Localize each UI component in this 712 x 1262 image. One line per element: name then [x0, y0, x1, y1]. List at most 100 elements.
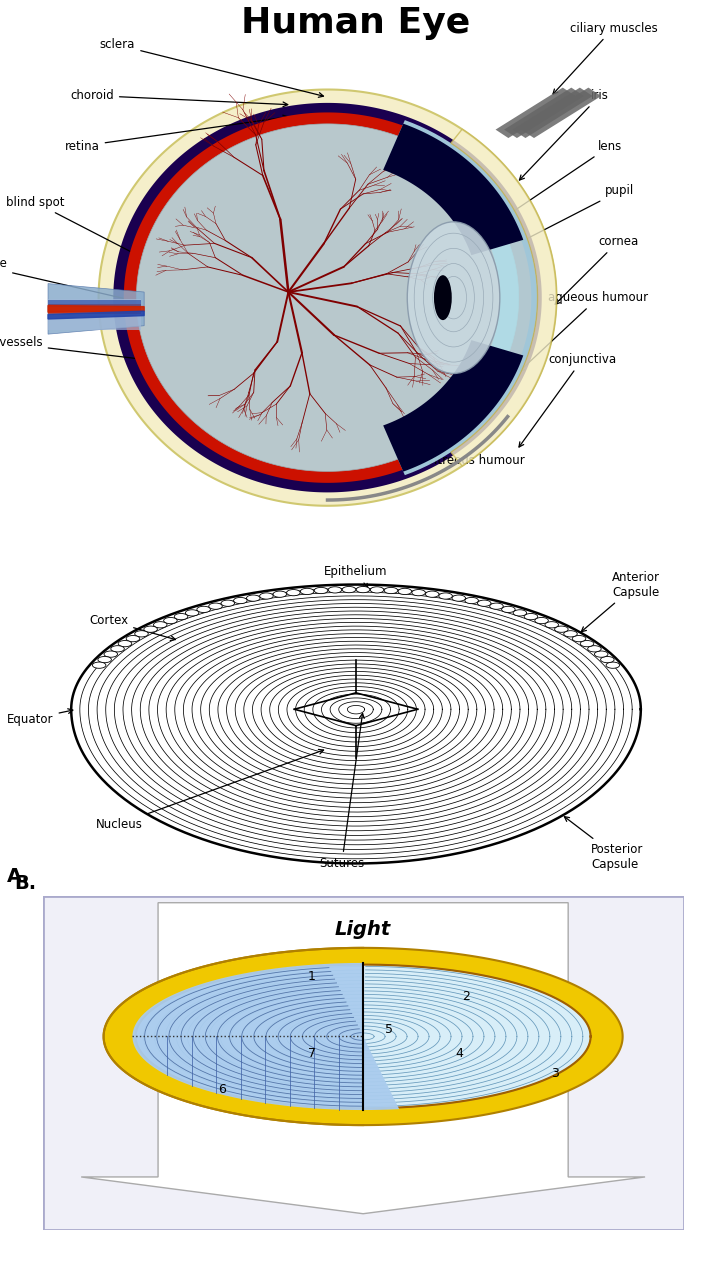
Circle shape — [398, 588, 412, 594]
Circle shape — [439, 593, 452, 599]
Text: retina: retina — [65, 115, 288, 153]
Polygon shape — [496, 87, 575, 138]
Circle shape — [135, 631, 148, 637]
Text: lens: lens — [473, 140, 622, 239]
Text: sclera: sclera — [100, 38, 323, 97]
Text: 4: 4 — [455, 1046, 464, 1060]
Circle shape — [572, 636, 586, 642]
Circle shape — [111, 646, 125, 652]
Polygon shape — [113, 103, 542, 492]
Circle shape — [164, 617, 177, 623]
Circle shape — [606, 663, 619, 669]
Text: conjunctiva: conjunctiva — [519, 353, 617, 447]
Circle shape — [98, 656, 111, 663]
Circle shape — [465, 597, 478, 603]
Polygon shape — [48, 312, 144, 319]
Circle shape — [384, 587, 398, 593]
Circle shape — [356, 587, 370, 593]
Text: Epithelium: Epithelium — [324, 565, 388, 588]
Circle shape — [287, 589, 300, 596]
Circle shape — [580, 641, 594, 646]
Circle shape — [370, 587, 384, 593]
Polygon shape — [48, 284, 144, 334]
Polygon shape — [504, 87, 584, 138]
Text: blood vessels: blood vessels — [0, 336, 187, 366]
Circle shape — [93, 663, 106, 669]
Polygon shape — [136, 964, 590, 1108]
Polygon shape — [48, 305, 144, 312]
Ellipse shape — [434, 275, 451, 321]
Circle shape — [501, 606, 515, 612]
Text: 5: 5 — [384, 1023, 393, 1036]
Text: 6: 6 — [218, 1084, 226, 1097]
Circle shape — [300, 588, 314, 594]
Circle shape — [126, 636, 140, 642]
Circle shape — [545, 622, 558, 628]
Polygon shape — [81, 902, 645, 1214]
Circle shape — [513, 610, 527, 616]
Circle shape — [234, 597, 247, 603]
Circle shape — [412, 589, 425, 596]
Circle shape — [555, 626, 568, 632]
Circle shape — [197, 606, 211, 612]
Text: 7: 7 — [308, 1046, 316, 1060]
Text: Light: Light — [335, 920, 392, 939]
Circle shape — [209, 603, 222, 610]
Circle shape — [328, 587, 342, 593]
Text: 2: 2 — [461, 989, 470, 1003]
Polygon shape — [71, 584, 641, 863]
Circle shape — [273, 591, 286, 597]
FancyBboxPatch shape — [43, 896, 684, 1230]
Text: iris: iris — [520, 88, 609, 180]
Circle shape — [601, 656, 614, 663]
Circle shape — [595, 651, 608, 658]
Circle shape — [478, 601, 491, 606]
Polygon shape — [124, 112, 531, 483]
Polygon shape — [98, 90, 557, 506]
Polygon shape — [391, 120, 538, 476]
Text: 3: 3 — [551, 1066, 560, 1080]
Circle shape — [118, 641, 132, 646]
Circle shape — [144, 626, 157, 632]
Polygon shape — [451, 129, 557, 466]
Circle shape — [185, 610, 199, 616]
Circle shape — [104, 651, 117, 658]
Polygon shape — [513, 87, 592, 138]
Polygon shape — [383, 124, 523, 255]
Circle shape — [587, 646, 601, 652]
Circle shape — [524, 613, 538, 620]
Text: Sutures: Sutures — [319, 713, 365, 870]
Circle shape — [221, 601, 234, 606]
Text: 1: 1 — [308, 969, 316, 983]
Text: B.: B. — [14, 875, 36, 893]
Text: Nucleus: Nucleus — [95, 750, 323, 830]
Circle shape — [426, 591, 439, 597]
Ellipse shape — [407, 222, 500, 374]
FancyBboxPatch shape — [164, 902, 562, 1056]
Polygon shape — [104, 948, 622, 1126]
Polygon shape — [132, 963, 399, 1111]
Polygon shape — [137, 124, 518, 472]
Text: choroid: choroid — [70, 88, 288, 107]
Polygon shape — [521, 87, 601, 138]
Circle shape — [490, 603, 503, 610]
Text: A.: A. — [7, 867, 30, 886]
Text: Cortex: Cortex — [89, 615, 175, 641]
Text: Equator: Equator — [7, 709, 73, 726]
Polygon shape — [383, 341, 523, 472]
Text: Posterior
Capsule: Posterior Capsule — [565, 817, 644, 871]
Circle shape — [174, 613, 188, 620]
Circle shape — [154, 622, 167, 628]
Circle shape — [246, 594, 260, 601]
Circle shape — [260, 593, 273, 599]
Text: Human Eye: Human Eye — [241, 5, 471, 39]
Circle shape — [314, 587, 328, 593]
Text: Anterior
Capsule: Anterior Capsule — [581, 570, 660, 632]
Text: cornea: cornea — [555, 235, 639, 304]
Circle shape — [564, 631, 577, 637]
Text: optic nerve: optic nerve — [0, 257, 141, 304]
Text: ciliary muscles: ciliary muscles — [553, 21, 657, 95]
Text: blind spot: blind spot — [6, 196, 172, 274]
Circle shape — [342, 587, 356, 593]
Circle shape — [452, 594, 466, 601]
